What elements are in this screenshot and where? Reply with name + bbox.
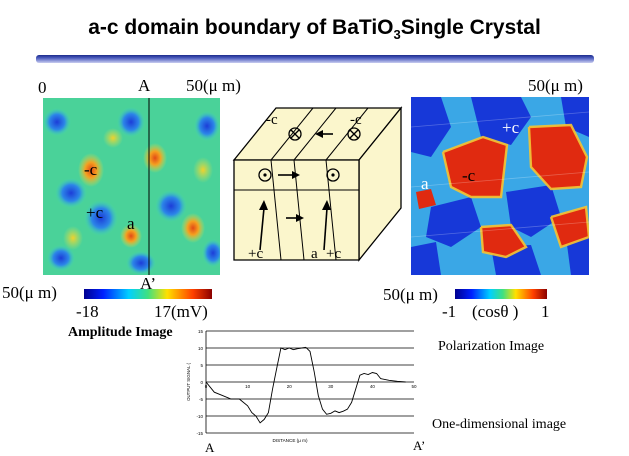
amp-label-a: a [127,214,135,233]
amplitude-origin-label: 0 [38,78,47,97]
diagram-label-plus-c-1: +c [248,246,264,262]
profile-x-axis-label: DISTANCE (μ m) [273,438,308,443]
amplitude-caption: Amplitude Image [68,325,173,340]
profile-end-label: A’ [413,438,426,453]
line-bottom-label: A’ [140,274,157,293]
profile-y-tick-label: -5 [199,397,203,402]
profile-y-tick-label: -15 [196,431,203,436]
amplitude-image [43,98,220,275]
profile-x-tick-label: 10 [245,384,251,389]
polarization-image [411,97,589,275]
polarization-colorbar-max: 1 [541,302,550,321]
profile-start-label: A [205,440,215,455]
diagram-label-minus-c-2: -c [350,112,362,128]
profile-x-tick-label: 20 [287,384,293,389]
amp-label-minus-c: -c [84,160,98,179]
pol-label-plus-c: +c [502,118,520,137]
pol-label-minus-c: -c [462,166,476,185]
polarization-caption: Polarization Image [438,339,545,354]
title-main: a-c domain boundary of BaTiO [88,16,394,39]
diagram-label-plus-c-2: +c [326,246,342,262]
polarization-colorbar-unit: (cosθ ) [472,302,519,321]
profile-y-tick-label: -10 [196,414,203,419]
profile-caption: One-dimensional image [432,417,567,432]
profile-x-tick-label: 50 [411,384,417,389]
amplitude-scale-x: 50(μ m) [186,76,241,95]
polarization-colorbar [455,289,547,299]
polarization-scale-x: 50(μ m) [528,76,583,95]
amplitude-colorbar [84,289,212,299]
amplitude-colorbar-max: 17(mV) [154,302,208,321]
profile-series-line [205,346,406,424]
profile-y-tick-label: 10 [198,346,204,351]
profile-y-tick-label: 5 [200,363,203,368]
profile-x-tick-label: 30 [328,384,334,389]
title-tail: Single Crystal [400,16,541,39]
crystal-diagram [232,106,403,262]
pol-label-a: a [421,174,429,193]
polarization-scale-y: 50(μ m) [383,285,438,304]
polarization-colorbar-min: -1 [442,302,457,321]
diagram-label-a: a [311,246,318,262]
amplitude-colorbar-min: -18 [76,302,99,321]
amplitude-scale-y: 50(μ m) [2,283,57,302]
profile-y-tick-label: 0 [200,380,203,385]
profile-y-tick-label: 15 [198,329,204,334]
title-underline [36,55,594,63]
slide-title: a-c domain boundary of BaTiO3Single Crys… [0,16,629,42]
amp-label-plus-c: +c [86,203,104,222]
profile-x-tick-label: 40 [370,384,376,389]
profile-y-axis-label: OUTPUT SIGNAL ( [186,363,191,401]
line-top-label: A [138,76,151,95]
diagram-label-minus-c-1: -c [266,112,278,128]
title-subscript: 3 [393,27,401,43]
